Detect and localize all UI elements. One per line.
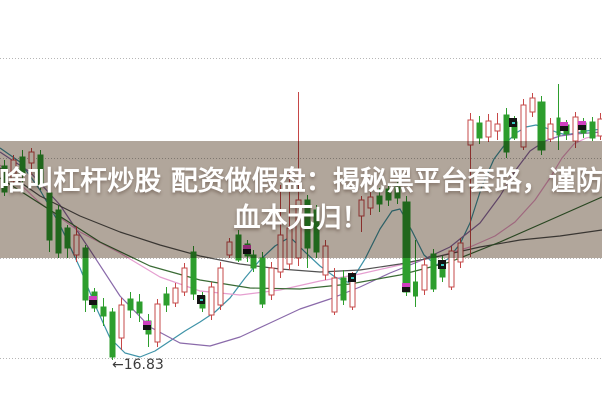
signal-marker [89,300,97,305]
candle-down [259,257,266,305]
candle-up [494,123,501,132]
signal-marker [560,126,568,131]
signal-marker-dot [200,299,203,301]
candle-down [413,281,418,297]
candle-up [118,304,125,339]
candle-up [181,267,188,293]
signal-marker [402,283,410,287]
signal-marker-dot [512,122,515,124]
signal-marker [143,325,151,330]
price-annotation: ←16.83 [112,357,164,373]
headline-banner [0,141,602,258]
signal-marker [402,287,410,292]
candle-down [430,253,437,290]
candle-up [268,267,275,296]
candle-up [331,277,338,313]
candle-up [597,118,602,137]
headline-line-1: 啥叫杠杆炒股 配资做假盘：揭秘黑平台套路，谨防 [0,165,602,197]
candle-up [529,97,536,113]
candle-up [217,267,224,306]
candle-down [100,306,107,317]
candle-up [547,123,554,140]
candle-up [421,264,428,291]
candle-up [349,278,356,308]
candle-up [208,286,215,316]
candle-down [127,298,134,311]
headline: 啥叫杠杆炒股 配资做假盘：揭秘黑平台套路，谨防 血本无归！ [0,141,602,258]
signal-marker [143,321,151,325]
signal-marker [578,125,586,130]
signal-marker [89,296,97,300]
headline-line-2: 血本无归！ [233,202,369,234]
candle-down [136,301,143,314]
candle-down [190,251,197,295]
candle-up [172,287,179,304]
candle-down [163,293,170,306]
candle-down [589,121,596,139]
signal-marker [560,122,568,126]
candle-down [476,122,483,139]
signal-marker-dot [441,264,444,266]
candle-down [556,117,561,136]
candle-down [109,311,116,358]
candle-up [154,303,161,343]
candle-down [340,277,347,301]
candle-up [572,116,579,142]
signal-marker [578,121,586,125]
candle-up [485,120,492,138]
signal-marker-dot [351,277,354,279]
